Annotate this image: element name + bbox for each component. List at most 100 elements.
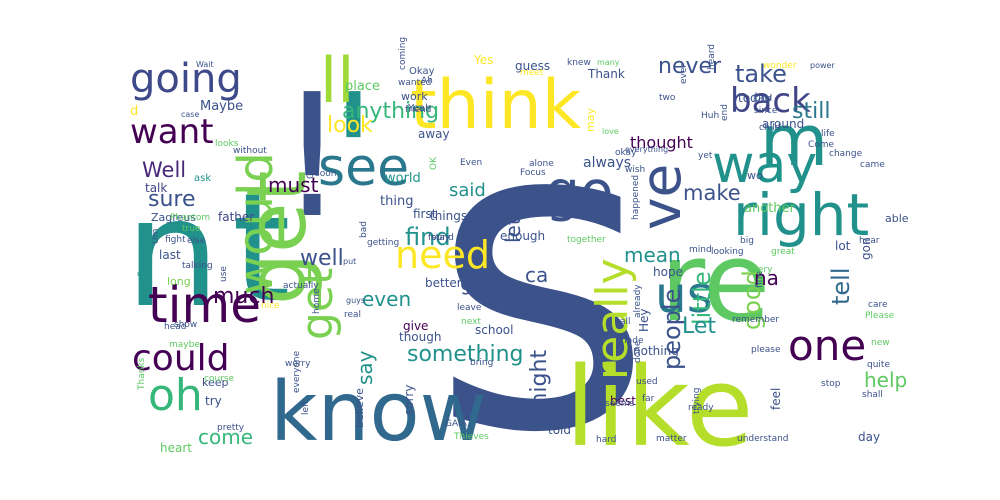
word-106: many [597, 58, 620, 67]
word-40: little [688, 271, 716, 325]
word-4: t [232, 162, 291, 336]
word-142: care [868, 300, 888, 310]
word-188: together [567, 235, 606, 245]
word-67: keep [202, 376, 229, 389]
word-128: left [301, 400, 311, 415]
word-126: worry [285, 359, 311, 369]
word-41: good [738, 270, 766, 330]
word-89: nothing [633, 344, 679, 358]
word-110: case [181, 110, 199, 119]
word-28: get [292, 268, 343, 340]
word-35: much [213, 284, 274, 309]
word-48: come [198, 425, 253, 449]
word-30: well [300, 246, 344, 271]
word-121: show [174, 320, 197, 330]
word-189: happened [631, 175, 641, 220]
word-5: know [270, 365, 487, 460]
word-46: got [460, 271, 493, 295]
word-17: time [148, 276, 261, 334]
word-43: make [683, 181, 741, 205]
word-190: already [633, 284, 643, 318]
word-191: call [615, 317, 630, 327]
word-200: looking [711, 247, 744, 257]
word-24: want [130, 112, 214, 152]
word-113: ask [194, 173, 211, 184]
word-23: back [730, 81, 811, 121]
word-162: meet [520, 68, 544, 78]
word-27: oh [148, 370, 203, 421]
word-25: could [132, 338, 230, 379]
word-193: done [633, 340, 643, 363]
word-1: ' [330, 58, 377, 256]
word-178: guys [346, 296, 365, 305]
word-96: away [418, 127, 450, 141]
word-11: get [230, 170, 325, 305]
word-59: d [130, 104, 138, 119]
word-58: place [345, 79, 380, 94]
word-172: Good [306, 155, 316, 179]
word-165: everything [625, 145, 668, 154]
word-196: far [642, 394, 655, 404]
word-141: new [871, 338, 890, 348]
word-130: Thieves [453, 432, 489, 442]
word-86: though [399, 330, 441, 344]
word-103: Okay [409, 66, 435, 77]
word-76: another [744, 201, 795, 216]
word-176: getting [367, 238, 399, 248]
word-104: heard [707, 44, 717, 70]
word-194: seems [605, 399, 635, 409]
word-21: need [395, 233, 490, 277]
word-84: better [425, 276, 462, 290]
word-161: wanted [398, 78, 431, 88]
word-157: ever [679, 64, 689, 84]
word-13: see [318, 138, 409, 198]
word-177: put [343, 257, 356, 266]
word-42: people [658, 289, 686, 370]
word-79: able [885, 212, 909, 225]
word-150: Come [808, 140, 835, 150]
word-195: used [636, 377, 658, 387]
word-164: love [602, 127, 619, 136]
word-182: use [219, 266, 229, 282]
word-12: go [545, 159, 614, 223]
word-180: home [312, 288, 322, 314]
word-82: hope [653, 265, 683, 279]
word-171: OK [429, 156, 439, 170]
word-34: sure [148, 187, 196, 212]
word-122: head [164, 322, 186, 332]
word-74: first [413, 207, 437, 221]
word-140: stop [821, 379, 841, 389]
word-139: shall [862, 390, 883, 400]
word-0: s [430, 27, 654, 500]
word-47: look [327, 113, 373, 138]
word-166: wish [625, 165, 645, 175]
word-134: understand [737, 434, 789, 444]
word-49: ca [525, 263, 548, 287]
word-179: real [344, 310, 361, 320]
word-66: try [205, 394, 222, 408]
word-87: sorry [402, 385, 416, 415]
word-55: help [864, 368, 907, 392]
word-2: ! [278, 58, 346, 256]
word-137: Please [865, 311, 895, 321]
word-72: thing [380, 194, 413, 209]
word-111: looks [215, 139, 239, 149]
word-15: right [733, 181, 869, 249]
word-31: find [405, 223, 451, 251]
word-90: Hey [637, 308, 651, 332]
word-155: end [720, 104, 730, 121]
word-183: course [204, 374, 235, 384]
word-57: anything [342, 99, 439, 124]
word-117: fight [165, 235, 186, 245]
word-169: alone [529, 159, 554, 169]
word-145: great [771, 247, 795, 257]
word-9: m [760, 100, 828, 182]
word-159: Ah [421, 76, 433, 86]
word-73: things [430, 209, 467, 223]
word-114: Phantom [170, 213, 210, 223]
word-101: work [401, 90, 428, 103]
word-98: guess [515, 59, 550, 73]
word-133: matter [656, 434, 687, 444]
word-198: trying [692, 388, 702, 414]
